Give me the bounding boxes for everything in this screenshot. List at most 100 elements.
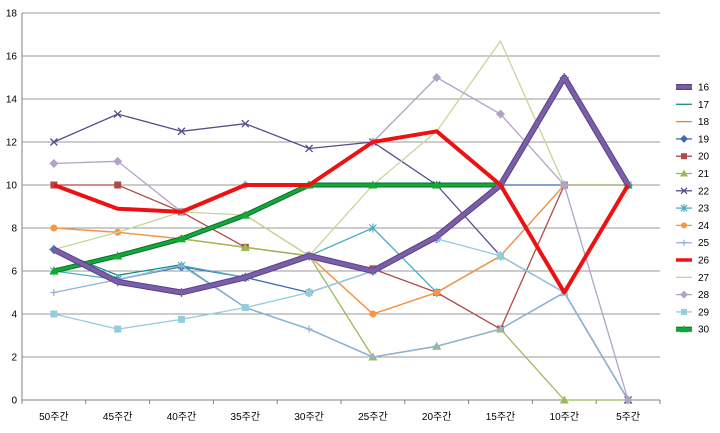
- y-tick-label: 0: [11, 396, 17, 407]
- series-line: [52, 75, 630, 295]
- data-point: [497, 252, 504, 260]
- x-tick-label: 40주간: [167, 411, 197, 423]
- y-tick-label: 8: [11, 224, 17, 235]
- data-point: [681, 222, 687, 229]
- series-27: [53, 40, 629, 257]
- data-point: [368, 180, 378, 189]
- series-28: [49, 73, 633, 405]
- x-tick-label: 15주간: [486, 411, 516, 423]
- legend-label: 26: [698, 256, 710, 267]
- y-tick-label: 14: [6, 95, 18, 106]
- x-axis: 50주간 45주간 40주간 35주간 30주간 25주간 20주간 15주간 10주간 5주간: [21, 400, 661, 423]
- data-point: [368, 266, 378, 276]
- data-point: [559, 395, 569, 404]
- data-point: [681, 308, 687, 315]
- data-point: [241, 119, 250, 128]
- data-point: [680, 169, 688, 177]
- series-line: [53, 76, 629, 401]
- legend-entry: 28: [676, 290, 710, 301]
- series-line: [53, 129, 630, 295]
- data-point: [304, 251, 314, 261]
- data-point: [680, 204, 688, 213]
- legend-entry: 26: [676, 256, 710, 267]
- data-point: [113, 277, 123, 287]
- x-tick-label: 10주간: [550, 411, 580, 423]
- data-point: [177, 234, 186, 243]
- legend-label: 29: [698, 307, 710, 318]
- legend-label: 17: [698, 100, 710, 111]
- x-tick-label: 30주간: [294, 411, 324, 423]
- data-point: [177, 127, 186, 136]
- legend-entry: 20: [676, 152, 710, 163]
- series-line: [53, 184, 629, 294]
- data-point: [240, 242, 250, 251]
- series-30: [49, 73, 633, 275]
- data-point: [680, 187, 688, 195]
- x-tick-label: 50주간: [39, 411, 69, 423]
- data-point: [496, 109, 505, 119]
- legend-entry: 22: [676, 186, 710, 197]
- legend-entry: 19: [676, 134, 710, 145]
- series-17: [53, 248, 629, 401]
- data-point: [623, 395, 633, 405]
- legend-label: 23: [698, 204, 710, 215]
- data-point: [368, 223, 377, 233]
- legend: 16 17 18 19 20 21 22 23 24 25 26 27 28 29 30: [676, 83, 710, 336]
- series-line: [53, 40, 629, 257]
- data-point: [305, 144, 314, 153]
- x-tick-label: 35주간: [231, 411, 261, 423]
- data-point: [369, 310, 377, 318]
- data-point: [240, 272, 250, 282]
- legend-label: 30: [698, 325, 710, 336]
- legend-label: 28: [698, 290, 710, 301]
- legend-entry: 16: [676, 83, 710, 94]
- data-point: [177, 288, 186, 297]
- x-tick-label: 25주간: [358, 411, 388, 423]
- data-point: [50, 289, 58, 296]
- data-point: [680, 325, 688, 333]
- legend-entry: 24: [676, 221, 710, 232]
- data-point: [497, 325, 504, 333]
- data-point: [114, 181, 122, 189]
- data-point: [50, 224, 58, 232]
- series-line: [53, 184, 629, 330]
- legend-entry: 23: [676, 204, 710, 215]
- y-tick-label: 12: [6, 138, 18, 149]
- series-line: [53, 184, 629, 294]
- legend-label: 22: [698, 186, 710, 197]
- y-axis: 0 2 4 6 8 10 12 14 16 18: [6, 9, 23, 407]
- data-point: [680, 134, 688, 143]
- legend-entry: 21: [676, 169, 710, 180]
- series-lines: [49, 40, 633, 405]
- data-point: [50, 310, 58, 318]
- data-point: [178, 262, 185, 270]
- y-tick-label: 2: [11, 353, 17, 364]
- y-tick-label: 4: [11, 310, 17, 321]
- y-tick-label: 10: [6, 181, 18, 192]
- x-tick-label: 20주간: [422, 411, 452, 423]
- data-point: [305, 289, 313, 296]
- data-point: [432, 232, 442, 242]
- data-point: [240, 210, 250, 219]
- data-point: [681, 84, 687, 90]
- data-point: [432, 180, 442, 189]
- legend-entry: 27: [676, 273, 710, 284]
- data-point: [305, 325, 313, 333]
- data-point: [369, 353, 377, 361]
- data-point: [49, 159, 59, 168]
- x-tick-label: 45주간: [103, 411, 133, 423]
- data-point: [113, 251, 123, 260]
- legend-entry: 29: [676, 307, 710, 318]
- series-19: [49, 180, 633, 297]
- series-line: [53, 264, 629, 401]
- y-tick-label: 6: [11, 267, 17, 278]
- data-point: [114, 325, 122, 333]
- legend-label: 18: [698, 117, 710, 128]
- data-point: [681, 239, 687, 246]
- series-line: [53, 248, 629, 401]
- y-tick-label: 18: [6, 9, 18, 20]
- legend-label: 19: [698, 134, 710, 145]
- series-26: [53, 129, 630, 295]
- data-point: [113, 110, 122, 119]
